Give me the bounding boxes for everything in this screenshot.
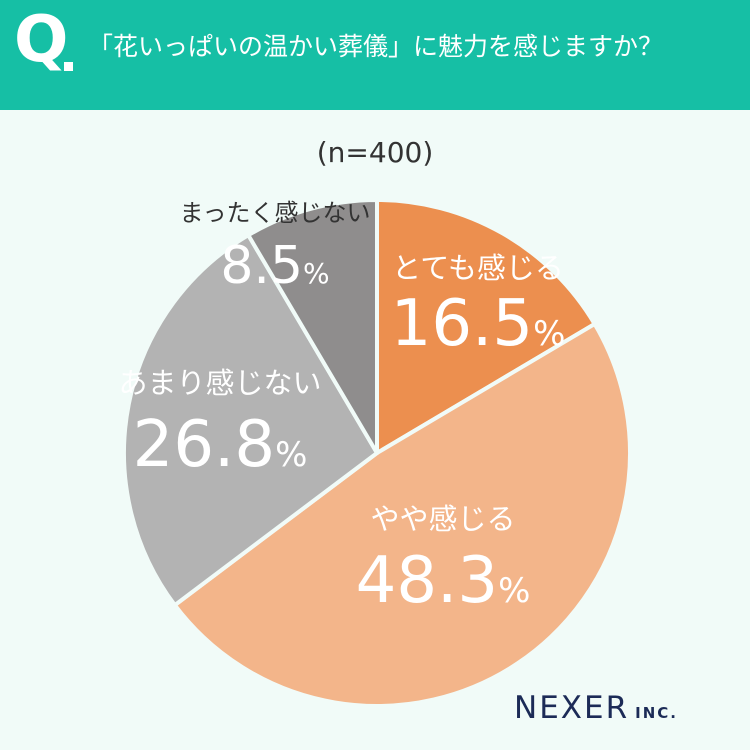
pie-slice: [375, 198, 597, 455]
slice-label: まったく感じない: [179, 199, 370, 227]
q-dot-icon: [64, 62, 73, 71]
slice-value: 48.3%: [356, 544, 531, 618]
slice-label: とても感じる: [392, 251, 564, 285]
slice-value: 8.5%: [220, 236, 329, 296]
slice-label: あまり感じない: [118, 366, 321, 400]
nexer-logo: NEXER INC.: [514, 690, 678, 726]
pie-slice: [246, 198, 379, 455]
question-header: Q 「花いっぱいの温かい葬儀」に魅力を感じますか？: [0, 0, 750, 110]
pie-slice: [122, 233, 379, 608]
q-mark: Q: [14, 3, 69, 77]
slice-value: 26.8%: [133, 408, 308, 482]
slice-value: 16.5%: [391, 287, 566, 361]
logo-suffix: INC.: [635, 704, 678, 722]
logo-name: NEXER: [514, 690, 630, 726]
sample-size: (n=400): [316, 136, 434, 169]
pie-slice: [172, 321, 632, 708]
slice-label: やや感じる: [370, 502, 515, 536]
question-text: 「花いっぱいの温かい葬儀」に魅力を感じますか？: [88, 32, 664, 61]
